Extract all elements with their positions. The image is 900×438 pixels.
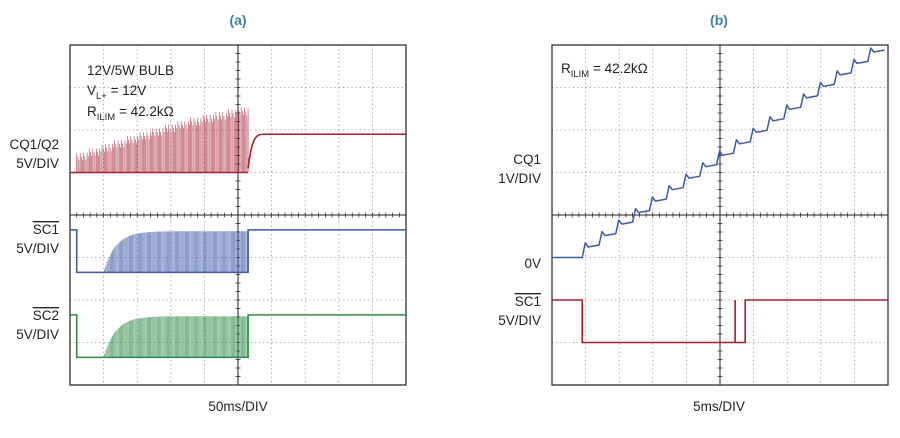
panel-a-frame <box>69 44 407 386</box>
cq1-steady-high <box>247 133 406 169</box>
sc2-pulses <box>103 316 249 358</box>
panel-b-ch2-name: SC1 <box>515 294 541 309</box>
panel-b-title: (b) <box>710 12 728 28</box>
sc2-trace <box>70 314 406 359</box>
sc1-b-trace <box>552 299 888 344</box>
panel-a-traces <box>70 107 406 359</box>
panel-a-ch2-scale: 5V/DIV <box>16 241 59 256</box>
panel-a-ch2-name: SC1 <box>33 222 59 237</box>
panel-a-ch1-name: CQ1/Q2 <box>9 137 59 152</box>
panel-b-frame <box>551 44 889 386</box>
sc1-trace <box>70 229 406 274</box>
panel-b-xlabel: 5ms/DIV <box>693 399 745 414</box>
panel-b-ch2-scale: 5V/DIV <box>498 313 541 328</box>
panel-a-annot-line2: VL+ = 12V <box>87 83 146 102</box>
panel-a-annot-line3: RILIM = 42.2kΩ <box>87 104 174 123</box>
panel-a-title: (a) <box>229 12 246 28</box>
panel-b-annot-line1: RILIM = 42.2kΩ <box>561 61 648 80</box>
panel-b-ch1-name: CQ1 <box>513 152 541 167</box>
sc1-pulses <box>103 231 249 273</box>
panel-b-ch1-ground: 0V <box>524 256 541 271</box>
cq1-pulses <box>76 107 249 173</box>
panel-b-grid <box>552 45 888 385</box>
panel-a-annot-line1: 12V/5W BULB <box>87 63 174 78</box>
panel-a-ch3-scale: 5V/DIV <box>16 327 59 342</box>
panel-b-ch1-scale: 1V/DIV <box>498 171 541 186</box>
panel-a-ch1-scale: 5V/DIV <box>16 156 59 171</box>
panel-b-traces <box>552 47 888 344</box>
cq1-staircase <box>552 47 885 259</box>
panel-a-ch3-name: SC2 <box>33 308 59 323</box>
panel-a-annotation: 12V/5W BULB VL+ = 12V RILIM = 42.2kΩ <box>87 63 174 123</box>
panel-a-xlabel: 50ms/DIV <box>208 399 267 414</box>
